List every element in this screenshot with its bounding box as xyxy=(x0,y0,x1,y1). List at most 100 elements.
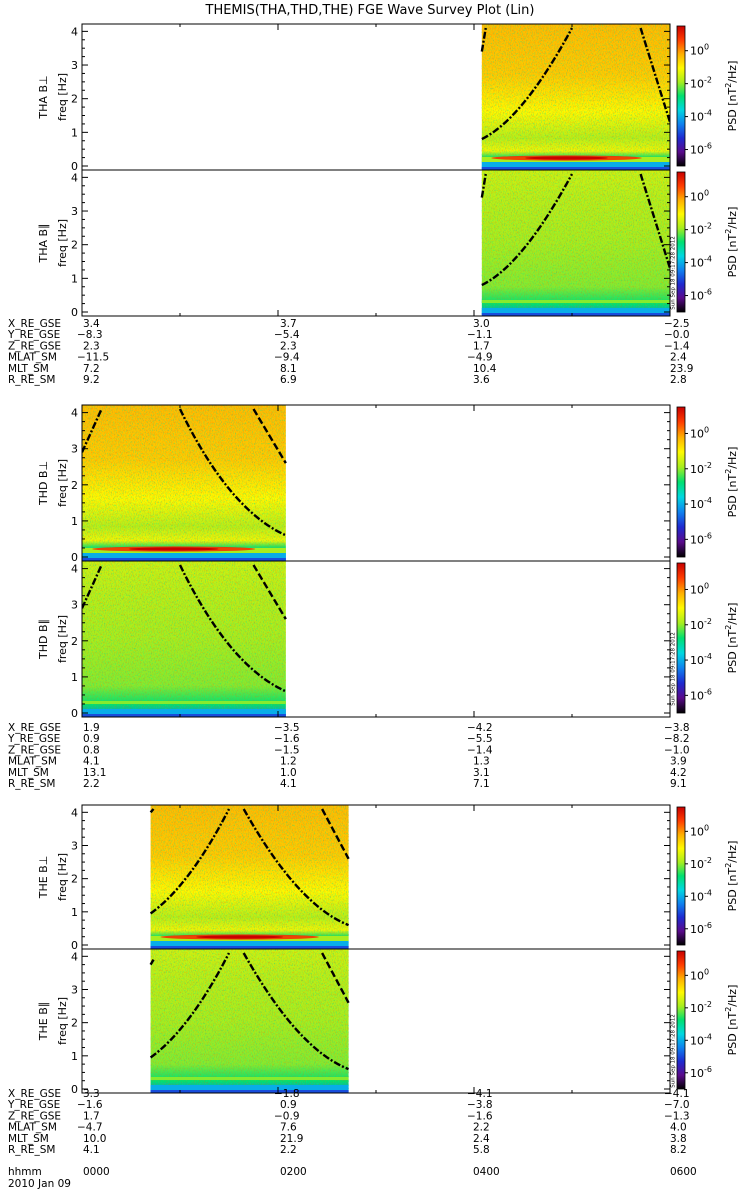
ephemeris-table: X_RE_GSE 1.9 −3.5 −4.2 −3.8 Y_RE_GSE 0.9 −1.6 −5… xyxy=(7,722,690,790)
low-freq-band xyxy=(150,1090,349,1093)
ephemeris-value: 2.2 xyxy=(83,778,100,790)
ephemeris-value: −5.5 xyxy=(467,733,493,745)
ephemeris-value: −11.5 xyxy=(77,352,109,364)
colorbar-tick-label: 100 xyxy=(690,581,709,596)
ephemeris-value: 2.4 xyxy=(670,352,687,364)
gyrofrequency-curve xyxy=(82,408,103,453)
panel-thd-perp: 0 1 2 3 4 THD B⊥ freq [Hz] 100 10-2 10-4 10-6 PSD [… xyxy=(37,404,739,564)
gyrofrequency-curve xyxy=(480,173,487,198)
gyrofrequency-curve xyxy=(178,564,287,693)
y-tick-label: 4 xyxy=(71,950,78,963)
ephemeris-value: 1.7 xyxy=(83,1110,100,1122)
ephemeris-value: −8.3 xyxy=(77,329,103,341)
panel-label: THE B⊥ xyxy=(37,856,50,900)
y-axis-label: freq [Hz] xyxy=(56,219,69,267)
spectrogram-speckle xyxy=(150,805,349,949)
ephemeris-value: 4.2 xyxy=(670,767,687,779)
spectrogram-speckle xyxy=(150,949,349,1093)
low-freq-band xyxy=(481,300,670,303)
low-freq-band xyxy=(150,1077,349,1080)
colorbar-tick-label: 100 xyxy=(690,189,709,204)
low-freq-band xyxy=(481,162,670,169)
time-tick-label: 0200 xyxy=(280,1166,307,1178)
time-tick-label: 0400 xyxy=(473,1166,500,1178)
y-tick-label: 2 xyxy=(71,1017,78,1030)
ephemeris-value: 3.0 xyxy=(473,318,490,330)
ephemeris-value: 3.7 xyxy=(280,318,297,330)
probe-thd: 0 1 2 3 4 THD B⊥ freq [Hz] 100 10-2 10-4 10-6 PSD [… xyxy=(7,404,739,790)
low-freq-band xyxy=(82,558,286,561)
ephemeris-value: 9.2 xyxy=(83,374,100,386)
ephemeris-value: 2.4 xyxy=(473,1133,490,1145)
ephemeris-value: −1.3 xyxy=(664,1110,690,1122)
gyrofrequency-curve xyxy=(252,564,287,620)
ephemeris-label: MLT_SM xyxy=(8,767,49,779)
spectrogram-speckle xyxy=(82,405,286,561)
colorbar-tick-label: 10-2 xyxy=(690,76,712,91)
ephemeris-value: 6.9 xyxy=(280,374,297,386)
y-tick-label: 1 xyxy=(71,272,78,285)
y-tick-label: 1 xyxy=(71,906,78,919)
gyrofrequency-curve xyxy=(480,27,487,52)
y-tick-label: 4 xyxy=(71,806,78,819)
ephemeris-value: 3.1 xyxy=(473,767,490,779)
colorbar-tick-label: 10-6 xyxy=(690,687,712,702)
colorbar-tick-label: 10-4 xyxy=(690,496,712,511)
colorbar-tick-label: 10-4 xyxy=(690,1032,712,1047)
spectrogram xyxy=(150,949,349,1093)
low-freq-band xyxy=(481,308,670,315)
ephemeris-value: 4.1 xyxy=(83,756,100,768)
ephemeris-value: 1.9 xyxy=(83,722,100,734)
low-freq-band xyxy=(82,701,286,704)
ephemeris-label: R_RE_SM xyxy=(8,1144,55,1156)
spectrogram-speckle xyxy=(481,170,670,316)
y-tick-label: 1 xyxy=(71,515,78,528)
ephemeris-label: X_RE_GSE xyxy=(8,1088,61,1100)
ephemeris-value: −1.1 xyxy=(467,329,493,341)
low-freq-band xyxy=(150,1085,349,1092)
y-tick-label: 2 xyxy=(71,635,78,648)
colorbar-scale xyxy=(676,25,686,167)
spectrogram-speckle xyxy=(481,24,670,170)
ephemeris-value: −1.8 xyxy=(274,1088,300,1100)
y-axis-label: freq [Hz] xyxy=(56,853,69,901)
colorbar-label: PSD [nT2/Hz] xyxy=(724,841,739,912)
ephemeris-value: 4.1 xyxy=(83,1144,100,1156)
ephemeris-value: −8.2 xyxy=(664,733,690,745)
ephemeris-value: −1.6 xyxy=(77,1099,103,1111)
ephemeris-label: X_RE_GSE xyxy=(8,318,61,330)
y-tick-label: 0 xyxy=(71,306,78,319)
ephemeris-value: 10.4 xyxy=(473,363,497,375)
gyrofrequency-curve xyxy=(639,27,670,123)
ephemeris-value: −1.6 xyxy=(274,733,300,745)
ephemeris-value: −3.8 xyxy=(467,1099,493,1111)
gyrofrequency-curve xyxy=(481,27,574,141)
y-tick-label: 1 xyxy=(71,671,78,684)
colorbar-tick-label: 10-4 xyxy=(690,109,712,124)
gyrofrequency-curve xyxy=(252,408,287,464)
ephemeris-value: 8.1 xyxy=(280,363,297,375)
colorbar-label: PSD [nT2/Hz] xyxy=(724,603,739,674)
y-axis-label: freq [Hz] xyxy=(56,459,69,507)
ephemeris-value: 3.4 xyxy=(83,318,100,330)
power-peak xyxy=(196,935,284,939)
colorbar-tick-label: 10-6 xyxy=(690,921,712,936)
colorbar-scale xyxy=(676,406,686,558)
spectrogram xyxy=(481,170,670,316)
power-peak xyxy=(525,156,608,160)
gyrofrequency-curve xyxy=(321,952,350,1004)
gyrofrequency-curve xyxy=(639,173,670,269)
ephemeris-table: X_RE_GSE 3.3 −1.8 −4.1 −4.1 Y_RE_GSE −1.6 0.9 −3… xyxy=(7,1088,690,1156)
y-tick-label: 3 xyxy=(71,599,78,612)
ephemeris-value: 10.0 xyxy=(83,1133,106,1145)
ephemeris-value: 4.1 xyxy=(280,778,297,790)
colorbar-tick-label: 10-2 xyxy=(690,856,712,871)
y-tick-label: 4 xyxy=(71,563,78,576)
ephemeris-value: 13.1 xyxy=(83,767,106,779)
panel-label: THD B⊥ xyxy=(37,461,50,506)
colorbar-tick-label: 10-6 xyxy=(690,288,712,303)
y-tick-label: 0 xyxy=(71,707,78,720)
y-tick-label: 0 xyxy=(71,160,78,173)
ephemeris-label: MLAT_SM xyxy=(8,756,57,768)
